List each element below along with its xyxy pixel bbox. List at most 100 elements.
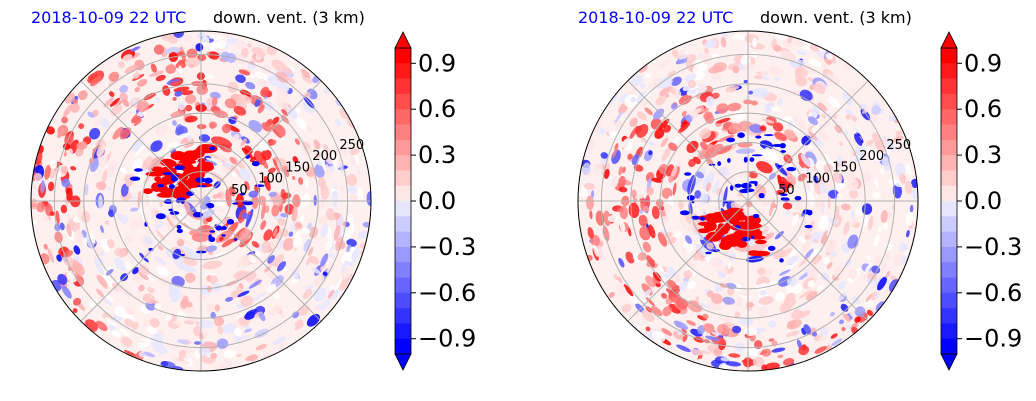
field-blob: [825, 238, 837, 253]
field-blob: [272, 291, 280, 299]
field-blob: [132, 275, 141, 284]
field-blob: [752, 37, 758, 48]
colorbar-tick-label: −0.9: [418, 325, 476, 353]
field-core-blob-neg: [205, 202, 215, 209]
field-blob: [275, 96, 289, 109]
field-blob: [879, 262, 887, 276]
field-blob: [755, 87, 769, 98]
field-blob: [339, 162, 344, 174]
field-blob: [639, 226, 651, 241]
field-blob: [809, 84, 815, 91]
field-blob: [223, 349, 236, 359]
field-blob: [317, 215, 329, 225]
field-blob: [675, 298, 688, 310]
field-blob: [105, 268, 114, 276]
field-blob: [654, 128, 665, 139]
field-core-blob: [151, 166, 164, 172]
field-blob: [839, 319, 844, 325]
field-blob: [692, 63, 708, 74]
field-blob: [32, 220, 38, 225]
field-blob: [251, 194, 259, 210]
colorbar-level: [395, 124, 411, 141]
field-blob: [619, 220, 626, 233]
field-blob: [209, 121, 218, 129]
field-blob: [325, 240, 333, 251]
field-blob: [244, 180, 250, 191]
colorbar-level: [941, 48, 957, 64]
field-blob: [904, 181, 913, 194]
field-blob: [821, 113, 827, 119]
field-blob: [294, 138, 300, 145]
field-blob: [861, 270, 869, 282]
field-blob: [74, 229, 84, 245]
colorbar-tick-label: −0.9: [964, 325, 1022, 353]
field-blob: [150, 140, 163, 152]
field-blob: [631, 189, 637, 198]
field-blob: [799, 289, 813, 299]
colorbar-level: [395, 338, 411, 355]
field-blob: [720, 36, 727, 48]
field-blob: [124, 262, 133, 270]
field-blob: [176, 339, 190, 345]
field-blob: [861, 171, 872, 182]
colorbar-extend-min: [940, 353, 958, 371]
field-blob: [648, 150, 653, 156]
panel-left-title-field: down. vent. (3 km): [213, 8, 365, 27]
field-blob: [888, 114, 897, 123]
field-blob: [770, 106, 782, 112]
field-blob: [742, 63, 756, 70]
colorbar-level: [395, 292, 411, 309]
field-blob: [768, 338, 775, 342]
field-blob: [722, 186, 728, 208]
field-blob: [175, 213, 185, 224]
field-blob: [809, 58, 822, 68]
field-blob: [141, 156, 153, 171]
field-core-blob-neg: [242, 201, 246, 204]
field-blob: [328, 214, 336, 221]
field-blob: [777, 176, 788, 188]
field-blob: [88, 298, 98, 307]
field-core-blob: [752, 250, 770, 257]
field-blob: [759, 290, 767, 296]
colorbar-level: [941, 78, 957, 95]
colorbar-tick-label: 0.3: [418, 141, 456, 169]
field-blob: [124, 306, 135, 315]
field-blob: [827, 196, 831, 210]
field-blob: [698, 302, 711, 309]
field-blob: [884, 290, 890, 295]
field-blob: [600, 152, 609, 159]
colorbar-level: [941, 338, 957, 355]
field-blob: [228, 186, 236, 197]
field-core-blob-neg: [179, 254, 186, 256]
field-blob: [676, 329, 683, 336]
field-blob: [698, 84, 708, 93]
field-blob: [119, 92, 128, 102]
field-core-blob-neg: [134, 168, 143, 172]
field-blob: [139, 201, 145, 221]
field-core-blob-neg: [780, 150, 786, 153]
colorbar-level: [395, 170, 411, 186]
field-blob: [888, 178, 897, 186]
field-blob: [320, 156, 327, 172]
field-blob: [275, 169, 286, 184]
field-blob: [300, 69, 311, 78]
field-blob: [112, 126, 124, 140]
field-blob: [235, 74, 246, 83]
field-blob: [61, 116, 69, 124]
field-blob: [623, 284, 634, 297]
ring-tick-label: 100: [258, 172, 283, 187]
field-blob: [33, 185, 38, 191]
field-blob: [185, 94, 197, 104]
field-blob: [871, 265, 881, 274]
grid-spoke: [80, 80, 202, 202]
field-blob: [47, 248, 55, 263]
field-blob: [348, 194, 359, 201]
field-blob: [742, 292, 752, 297]
field-blob: [662, 306, 672, 317]
field-blob: [119, 214, 129, 225]
colorbar-level: [395, 323, 411, 339]
field-blob: [581, 185, 587, 198]
field-blob: [208, 51, 220, 60]
field-blob: [700, 141, 708, 150]
field-core-blob-neg: [730, 185, 734, 191]
